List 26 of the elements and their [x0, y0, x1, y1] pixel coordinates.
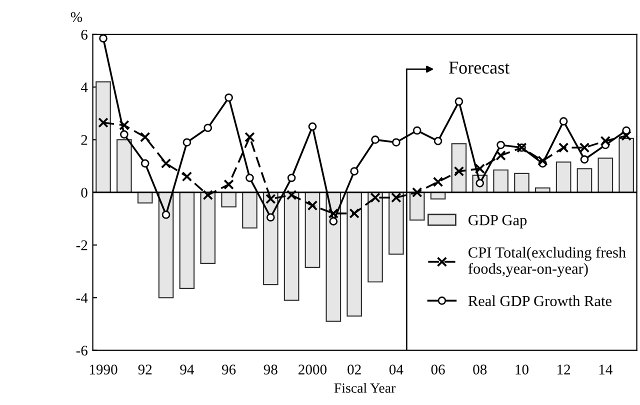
- y-tick-label: 0: [81, 188, 88, 198]
- x-tick-label: 02: [348, 364, 361, 374]
- x-tick-label: 08: [473, 364, 487, 374]
- x-tick-label: 98: [264, 364, 278, 374]
- x-tick-label: 06: [431, 364, 445, 374]
- legend-label: Real GDP Growth Rate: [468, 295, 612, 306]
- ref-line-label: Forecast: [449, 62, 510, 74]
- x-tick-label: 14: [599, 364, 612, 374]
- x-tick-label: 94: [180, 364, 194, 374]
- x-tick-label: 10: [516, 364, 528, 374]
- y-axis-title: %: [70, 12, 82, 22]
- x-tick-label: 1990: [90, 364, 118, 374]
- x-tick-label: 96: [222, 364, 236, 374]
- x-tick-label: 92: [138, 364, 152, 374]
- x-tick-label: 2000: [298, 364, 327, 374]
- x-tick-label: 12: [558, 364, 570, 374]
- y-tick-label: 6: [81, 30, 88, 40]
- y-tick-label: 2: [81, 135, 88, 145]
- x-axis-title: Fiscal Year: [334, 382, 396, 393]
- legend-label: GDP Gap: [468, 215, 527, 228]
- y-tick-label: 4: [80, 82, 88, 92]
- y-tick-label: -2: [76, 240, 88, 250]
- x-tick-label: 04: [389, 364, 404, 374]
- y-tick-label: -4: [76, 293, 88, 303]
- y-tick-label: -6: [76, 346, 88, 356]
- legend-label: CPI Total(excluding fresh foods,year-on-year): [468, 246, 626, 277]
